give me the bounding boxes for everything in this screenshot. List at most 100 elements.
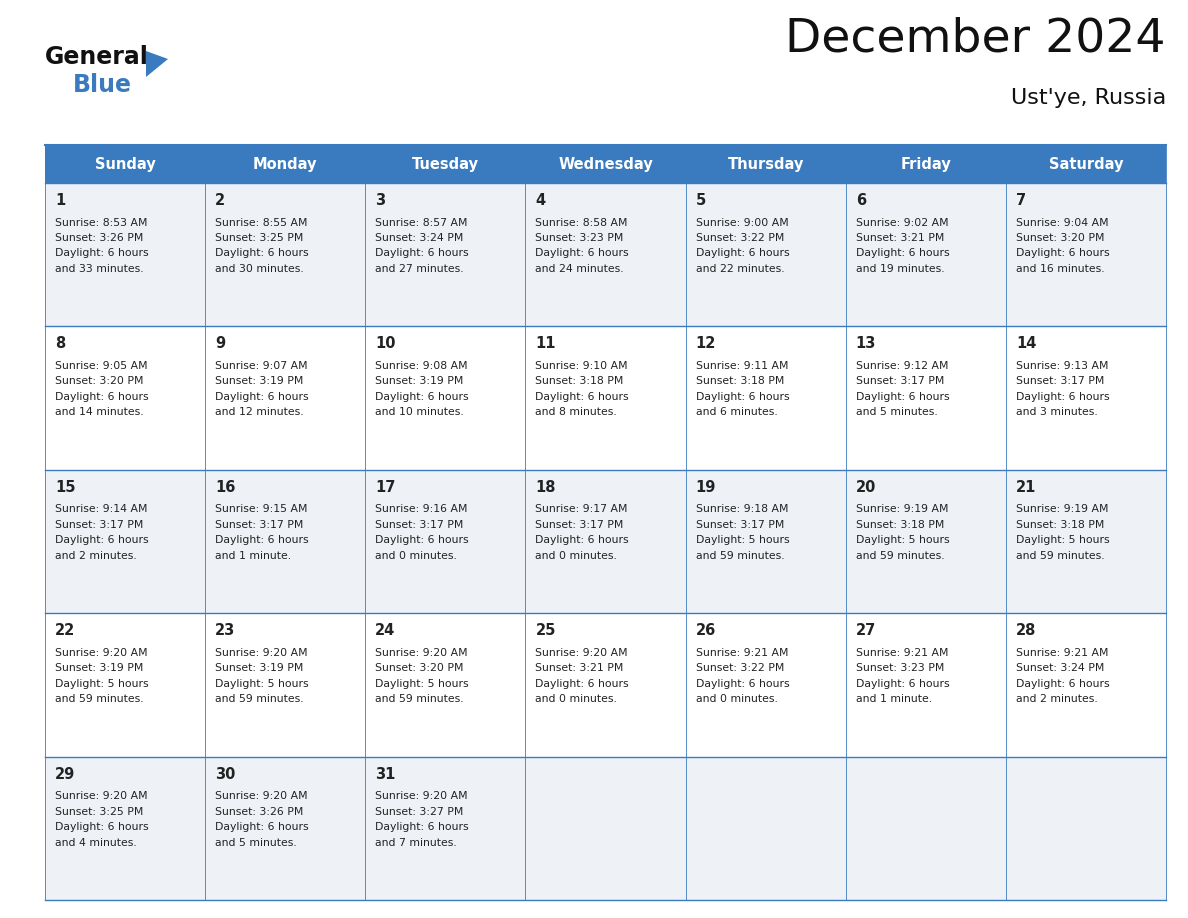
Text: and 59 minutes.: and 59 minutes. [55,694,144,704]
Text: and 12 minutes.: and 12 minutes. [215,408,304,418]
Text: and 0 minutes.: and 0 minutes. [536,694,618,704]
Text: Sunset: 3:22 PM: Sunset: 3:22 PM [695,663,784,673]
Text: 28: 28 [1016,623,1036,638]
Text: 15: 15 [55,480,76,495]
Text: Sunset: 3:17 PM: Sunset: 3:17 PM [1016,376,1104,386]
Text: and 59 minutes.: and 59 minutes. [1016,551,1105,561]
Bar [45,327,1165,470]
Text: Sunset: 3:19 PM: Sunset: 3:19 PM [375,376,463,386]
Text: and 59 minutes.: and 59 minutes. [855,551,944,561]
Text: Tuesday: Tuesday [412,156,479,172]
Text: Wednesday: Wednesday [558,156,653,172]
Text: Daylight: 5 hours: Daylight: 5 hours [55,678,148,688]
Text: 26: 26 [695,623,716,638]
Text: Daylight: 6 hours: Daylight: 6 hours [1016,392,1110,402]
Text: Sunrise: 9:13 AM: Sunrise: 9:13 AM [1016,361,1108,371]
Text: Sunset: 3:25 PM: Sunset: 3:25 PM [55,807,144,817]
Text: 5: 5 [695,193,706,208]
Text: 18: 18 [536,480,556,495]
Text: and 4 minutes.: and 4 minutes. [55,837,137,847]
Text: 2: 2 [215,193,226,208]
Text: Daylight: 6 hours: Daylight: 6 hours [375,249,469,259]
Text: and 0 minutes.: and 0 minutes. [375,551,457,561]
Text: 29: 29 [55,767,75,781]
Text: Sunrise: 9:08 AM: Sunrise: 9:08 AM [375,361,468,371]
Text: Sunday: Sunday [95,156,156,172]
Text: Sunrise: 9:20 AM: Sunrise: 9:20 AM [215,791,308,801]
Text: 20: 20 [855,480,876,495]
Text: and 27 minutes.: and 27 minutes. [375,264,463,274]
Text: Sunset: 3:19 PM: Sunset: 3:19 PM [55,663,144,673]
Text: 27: 27 [855,623,876,638]
Text: Sunset: 3:20 PM: Sunset: 3:20 PM [1016,233,1105,243]
Text: Sunrise: 8:53 AM: Sunrise: 8:53 AM [55,218,147,228]
Text: Daylight: 5 hours: Daylight: 5 hours [215,678,309,688]
Text: Sunrise: 9:00 AM: Sunrise: 9:00 AM [695,218,789,228]
Text: and 5 minutes.: and 5 minutes. [855,408,937,418]
Text: and 8 minutes.: and 8 minutes. [536,408,618,418]
Text: Daylight: 6 hours: Daylight: 6 hours [375,823,469,832]
Text: and 1 minute.: and 1 minute. [215,551,291,561]
Text: Daylight: 6 hours: Daylight: 6 hours [215,249,309,259]
Text: and 19 minutes.: and 19 minutes. [855,264,944,274]
Text: Sunset: 3:21 PM: Sunset: 3:21 PM [536,663,624,673]
Text: and 1 minute.: and 1 minute. [855,694,931,704]
Text: 9: 9 [215,336,226,352]
Text: Sunset: 3:26 PM: Sunset: 3:26 PM [55,233,144,243]
Text: Sunrise: 9:19 AM: Sunrise: 9:19 AM [1016,504,1108,514]
Text: Sunset: 3:20 PM: Sunset: 3:20 PM [55,376,144,386]
Text: Sunrise: 9:20 AM: Sunrise: 9:20 AM [536,648,628,657]
Text: Daylight: 6 hours: Daylight: 6 hours [536,678,630,688]
Text: Sunrise: 9:14 AM: Sunrise: 9:14 AM [55,504,147,514]
Text: 24: 24 [375,623,396,638]
Text: and 5 minutes.: and 5 minutes. [215,837,297,847]
Text: Sunset: 3:20 PM: Sunset: 3:20 PM [375,663,463,673]
Bar [45,470,1165,613]
Text: Sunrise: 9:17 AM: Sunrise: 9:17 AM [536,504,628,514]
Text: Daylight: 6 hours: Daylight: 6 hours [536,249,630,259]
Text: 17: 17 [375,480,396,495]
Text: Sunrise: 8:58 AM: Sunrise: 8:58 AM [536,218,628,228]
Text: Sunrise: 9:18 AM: Sunrise: 9:18 AM [695,504,788,514]
Text: Daylight: 5 hours: Daylight: 5 hours [375,678,469,688]
Text: and 59 minutes.: and 59 minutes. [695,551,784,561]
Text: and 2 minutes.: and 2 minutes. [55,551,137,561]
Text: Sunrise: 9:21 AM: Sunrise: 9:21 AM [1016,648,1108,657]
Text: and 14 minutes.: and 14 minutes. [55,408,144,418]
Text: 30: 30 [215,767,235,781]
Text: 6: 6 [855,193,866,208]
Text: Sunrise: 8:55 AM: Sunrise: 8:55 AM [215,218,308,228]
Text: Daylight: 6 hours: Daylight: 6 hours [695,678,789,688]
Text: Daylight: 6 hours: Daylight: 6 hours [695,249,789,259]
Text: and 10 minutes.: and 10 minutes. [375,408,465,418]
Text: Daylight: 6 hours: Daylight: 6 hours [855,678,949,688]
Text: 22: 22 [55,623,75,638]
Text: 13: 13 [855,336,876,352]
Text: General: General [45,45,148,69]
Text: 16: 16 [215,480,235,495]
Text: Sunrise: 9:04 AM: Sunrise: 9:04 AM [1016,218,1108,228]
Text: and 30 minutes.: and 30 minutes. [215,264,304,274]
Text: and 16 minutes.: and 16 minutes. [1016,264,1105,274]
Text: Sunset: 3:17 PM: Sunset: 3:17 PM [695,520,784,530]
Text: Sunset: 3:23 PM: Sunset: 3:23 PM [855,663,944,673]
Text: Sunset: 3:17 PM: Sunset: 3:17 PM [375,520,463,530]
Text: Daylight: 6 hours: Daylight: 6 hours [55,392,148,402]
Text: Sunrise: 9:16 AM: Sunrise: 9:16 AM [375,504,468,514]
Text: Daylight: 5 hours: Daylight: 5 hours [855,535,949,545]
Text: Sunrise: 9:07 AM: Sunrise: 9:07 AM [215,361,308,371]
Text: December 2024: December 2024 [785,17,1165,62]
Text: 25: 25 [536,623,556,638]
Text: Sunset: 3:22 PM: Sunset: 3:22 PM [695,233,784,243]
Text: 3: 3 [375,193,385,208]
Text: Sunset: 3:24 PM: Sunset: 3:24 PM [375,233,463,243]
Text: Sunset: 3:17 PM: Sunset: 3:17 PM [215,520,303,530]
Text: Sunset: 3:17 PM: Sunset: 3:17 PM [855,376,944,386]
Text: Daylight: 6 hours: Daylight: 6 hours [215,823,309,832]
Text: Sunrise: 9:21 AM: Sunrise: 9:21 AM [695,648,788,657]
Text: Sunrise: 9:11 AM: Sunrise: 9:11 AM [695,361,788,371]
Text: 4: 4 [536,193,545,208]
Text: Sunset: 3:18 PM: Sunset: 3:18 PM [536,376,624,386]
Text: Sunrise: 9:19 AM: Sunrise: 9:19 AM [855,504,948,514]
Text: Daylight: 6 hours: Daylight: 6 hours [215,535,309,545]
